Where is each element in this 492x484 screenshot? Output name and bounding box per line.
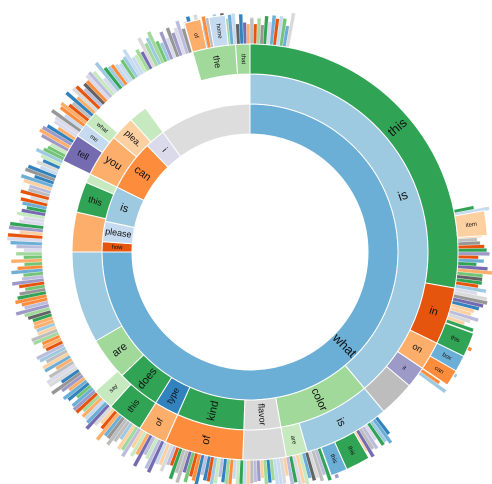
- sunburst-segment: [130, 107, 164, 143]
- segment-label: box: [441, 352, 452, 362]
- segment-label: can: [433, 366, 444, 376]
- segment-label: of: [192, 33, 199, 40]
- outer-slice: [249, 18, 254, 45]
- segment-label: it: [401, 365, 407, 372]
- segment-label: in: [428, 305, 440, 319]
- sunburst-segment-can: [421, 355, 457, 386]
- sunburst-segment-say: [94, 370, 132, 408]
- sunburst-segment-home: [208, 14, 229, 48]
- segment-label: this: [450, 335, 461, 344]
- segment-label: item: [465, 222, 477, 229]
- segment-label: flavor: [256, 403, 268, 426]
- outer-slice: [242, 22, 247, 45]
- outer-slice: [246, 459, 251, 484]
- segment-label: i: [161, 146, 170, 154]
- segments-layer: [62, 14, 488, 477]
- outer-slice: [457, 244, 485, 249]
- segment-label: kind: [205, 400, 221, 422]
- segment-label: this: [328, 454, 337, 465]
- sunburst-segment-this: [320, 441, 348, 477]
- sunburst-segment-that: [234, 43, 251, 75]
- segment-label: say: [109, 383, 120, 394]
- segment-label: tell: [76, 148, 91, 162]
- sunburst-segment-item: [454, 210, 488, 239]
- segment-label: this: [346, 445, 356, 456]
- segment-label: are: [289, 435, 297, 445]
- segment-label: please: [105, 226, 133, 240]
- segment-label: the: [211, 55, 223, 69]
- segment-label: this: [87, 194, 104, 208]
- outer-slice: [246, 23, 251, 45]
- sunburst-segment: [162, 103, 251, 158]
- outer-slice: [23, 248, 43, 253]
- segment-label: me: [88, 134, 99, 144]
- outer-slice: [15, 251, 43, 256]
- segment-label: on: [411, 341, 425, 355]
- sunburst-segment: [242, 426, 287, 461]
- outer-slice: [457, 248, 488, 253]
- sunburst-segment-of: [183, 18, 208, 53]
- outer-slice: [253, 459, 258, 483]
- segment-label: how: [111, 245, 123, 251]
- segment-label: of: [153, 416, 166, 428]
- segment-label: of: [200, 433, 214, 446]
- segment-label: is: [119, 202, 131, 216]
- segment-label: home: [214, 23, 222, 39]
- outer-slice: [23, 255, 43, 260]
- outer-slice: [249, 459, 254, 484]
- segment-label: that: [240, 54, 246, 65]
- sunburst-segment-what: [85, 112, 119, 144]
